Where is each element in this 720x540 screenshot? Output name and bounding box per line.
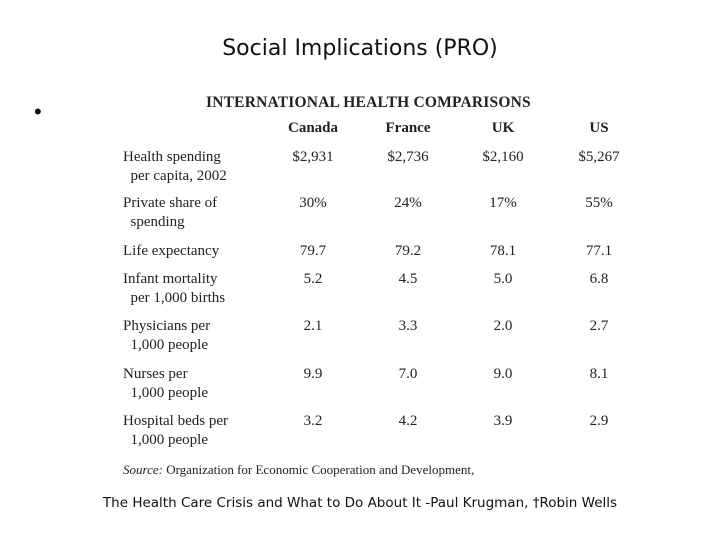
slide-attribution: The Health Care Crisis and What to Do Ab… bbox=[102, 495, 618, 511]
column-header-uk: UK bbox=[491, 120, 515, 136]
bullet-marker: • bbox=[34, 99, 42, 124]
cell-health-spending-canada: $2,931 bbox=[292, 149, 334, 165]
table-title: INTERNATIONAL HEALTH COMPARISONS bbox=[206, 94, 531, 111]
cell-hospital-beds-canada: 3.2 bbox=[303, 413, 323, 429]
cell-private-share-uk: 17% bbox=[489, 195, 517, 211]
cell-life-expectancy-us: 77.1 bbox=[585, 243, 613, 259]
row-label-health-spending: Health spending per capita, 2002 bbox=[123, 149, 227, 184]
cell-nurses-us: 8.1 bbox=[589, 366, 609, 382]
table-source-note: Source: Organization for Economic Cooper… bbox=[123, 462, 474, 478]
cell-infant-mortality-uk: 5.0 bbox=[493, 271, 513, 287]
cell-private-share-canada: 30% bbox=[299, 195, 327, 211]
row-label-nurses: Nurses per 1,000 people bbox=[123, 366, 208, 401]
cell-nurses-france: 7.0 bbox=[398, 366, 418, 382]
cell-infant-mortality-us: 6.8 bbox=[589, 271, 609, 287]
cell-private-share-france: 24% bbox=[394, 195, 422, 211]
cell-physicians-france: 3.3 bbox=[398, 318, 418, 334]
cell-infant-mortality-france: 4.5 bbox=[398, 271, 418, 287]
comparison-table-figure: INTERNATIONAL HEALTH COMPARISONS Canada … bbox=[112, 90, 628, 480]
column-header-france: France bbox=[385, 120, 431, 136]
row-label-private-share: Private share of spending bbox=[123, 195, 218, 230]
source-text: Organization for Economic Cooperation an… bbox=[166, 462, 475, 477]
cell-physicians-uk: 2.0 bbox=[493, 318, 513, 334]
cell-health-spending-uk: $2,160 bbox=[482, 149, 524, 165]
cell-health-spending-france: $2,736 bbox=[387, 149, 429, 165]
cell-hospital-beds-france: 4.2 bbox=[398, 413, 418, 429]
cell-private-share-us: 55% bbox=[585, 195, 613, 211]
cell-infant-mortality-canada: 5.2 bbox=[303, 271, 323, 287]
cell-life-expectancy-france: 79.2 bbox=[394, 243, 422, 259]
cell-hospital-beds-us: 2.9 bbox=[589, 413, 609, 429]
cell-nurses-canada: 9.9 bbox=[303, 366, 323, 382]
cell-life-expectancy-canada: 79.7 bbox=[299, 243, 327, 259]
row-label-life-expectancy: Life expectancy bbox=[123, 243, 220, 259]
cell-nurses-uk: 9.0 bbox=[493, 366, 513, 382]
row-label-infant-mortality: Infant mortality per 1,000 births bbox=[123, 271, 226, 306]
slide-title: Social Implications (PRO) bbox=[222, 36, 498, 61]
cell-life-expectancy-uk: 78.1 bbox=[489, 243, 517, 259]
row-label-physicians: Physicians per 1,000 people bbox=[123, 318, 211, 353]
source-label: Source: bbox=[123, 462, 163, 477]
column-header-us: US bbox=[589, 120, 609, 136]
column-header-canada: Canada bbox=[287, 120, 339, 136]
cell-health-spending-us: $5,267 bbox=[578, 149, 620, 165]
cell-physicians-us: 2.7 bbox=[589, 318, 609, 334]
cell-physicians-canada: 2.1 bbox=[303, 318, 323, 334]
cell-hospital-beds-uk: 3.9 bbox=[493, 413, 513, 429]
row-label-hospital-beds: Hospital beds per 1,000 people bbox=[123, 413, 228, 448]
